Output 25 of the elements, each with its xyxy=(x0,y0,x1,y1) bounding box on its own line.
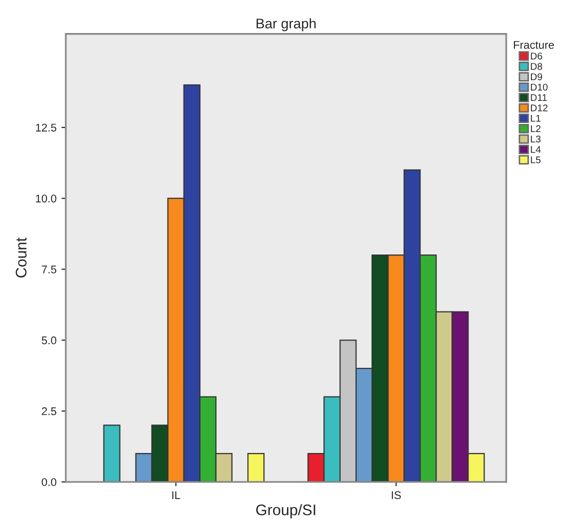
legend-title: Fracture xyxy=(514,41,554,49)
y-tick-label: 7.5 xyxy=(42,266,56,274)
legend-label: L3 xyxy=(530,136,541,143)
bar xyxy=(103,424,120,482)
legend-label: L5 xyxy=(530,156,541,164)
y-tick-label: 5.0 xyxy=(42,336,56,344)
y-tick-label: 10.0 xyxy=(36,194,56,202)
legend-label: D10 xyxy=(530,84,548,91)
y-tick-label: 12.5 xyxy=(36,124,56,132)
x-tick-label: IL xyxy=(172,491,180,500)
legend-label: D9 xyxy=(530,73,542,80)
bar xyxy=(247,453,265,482)
legend-label: D6 xyxy=(530,52,542,60)
legend-label: D11 xyxy=(530,94,547,101)
legend-label: L2 xyxy=(530,125,540,132)
y-axis-title: Count xyxy=(16,238,27,278)
legend-label: L4 xyxy=(530,146,541,153)
legend-label: L1 xyxy=(530,114,540,122)
legend-label: D8 xyxy=(530,62,542,70)
legend-label: D12 xyxy=(530,104,548,112)
y-tick-label: 0.0 xyxy=(42,478,56,486)
y-tick-label: 2.5 xyxy=(42,407,56,416)
chart-title: Bar graph xyxy=(256,18,316,32)
x-axis-title: Group/SI xyxy=(256,504,316,518)
x-tick-label: IS xyxy=(392,491,401,500)
